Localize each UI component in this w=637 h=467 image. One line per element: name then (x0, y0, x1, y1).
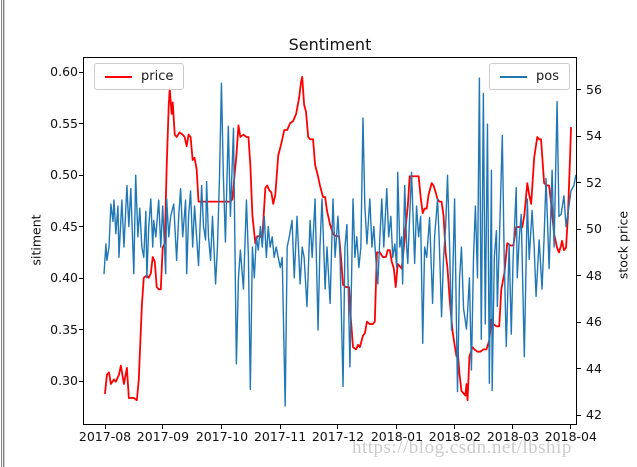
chart-title: Sentiment (288, 35, 372, 54)
left-tick-mark (79, 71, 83, 73)
x-tick-label: 2017-09 (136, 429, 190, 444)
right-tick-label: 52 (586, 174, 602, 190)
left-tick-label: 0.35 (50, 321, 78, 337)
right-tick-mark (577, 228, 581, 230)
left-tick-mark (79, 226, 83, 228)
legend-pos: pos (489, 63, 570, 90)
right-tick-label: 48 (586, 267, 602, 283)
pos-line-sample (500, 75, 528, 78)
right-tick-mark (577, 182, 581, 184)
right-tick-mark (577, 368, 581, 370)
window-left-edge-gap (2, 0, 3, 467)
right-tick-label: 44 (586, 360, 602, 376)
left-tick-label: 0.30 (50, 373, 78, 389)
x-tick-mark (162, 425, 164, 429)
left-tick-label: 0.45 (50, 218, 78, 234)
x-tick-mark (221, 425, 223, 429)
legend-price: price (94, 63, 185, 90)
legend-price-label: price (141, 69, 174, 84)
legend-pos-label: pos (536, 69, 559, 84)
right-tick-mark (577, 89, 581, 91)
x-tick-label: 2018-04 (544, 429, 597, 444)
csdn-watermark: https://blog.csdn.net/lbship (352, 437, 572, 458)
x-tick-mark (454, 425, 456, 429)
plot-area: price pos (83, 57, 577, 425)
window-left-edge-3 (4, 0, 5, 467)
x-tick-label: 2018-02 (428, 429, 481, 444)
series-pos (103, 77, 576, 407)
window-left-edge-2 (3, 0, 4, 467)
x-tick-label: 2017-12 (311, 429, 365, 444)
x-tick-mark (337, 425, 339, 429)
x-tick-label: 2017-11 (253, 429, 307, 444)
right-tick-mark (577, 275, 581, 277)
x-tick-label: 2017-10 (195, 429, 249, 444)
x-tick-mark (396, 425, 398, 429)
window-left-edge (1, 0, 2, 467)
left-tick-mark (79, 123, 83, 125)
left-tick-label: 0.40 (50, 270, 78, 286)
price-line-sample (105, 75, 132, 78)
series-canvas (103, 76, 576, 407)
x-tick-label: 2018-03 (486, 429, 540, 444)
x-tick-label: 2017-08 (78, 429, 132, 444)
left-tick-label: 0.50 (50, 167, 78, 183)
left-tick-label: 0.55 (50, 115, 78, 131)
left-tick-mark (79, 380, 83, 382)
x-tick-mark (104, 425, 106, 429)
right-tick-label: 56 (586, 81, 602, 97)
right-tick-mark (577, 414, 581, 416)
right-tick-label: 50 (586, 221, 602, 237)
x-tick-mark (512, 425, 514, 429)
right-tick-label: 46 (586, 314, 602, 330)
left-tick-mark (79, 329, 83, 331)
x-tick-mark (570, 425, 572, 429)
right-tick-mark (577, 135, 581, 137)
right-tick-mark (577, 321, 581, 323)
x-tick-label: 2018-01 (370, 429, 424, 444)
left-tick-label: 0.60 (50, 64, 78, 80)
x-tick-mark (279, 425, 281, 429)
right-tick-label: 54 (586, 128, 602, 144)
left-tick-mark (79, 277, 83, 279)
left-tick-mark (79, 174, 83, 176)
right-tick-label: 42 (586, 407, 602, 423)
